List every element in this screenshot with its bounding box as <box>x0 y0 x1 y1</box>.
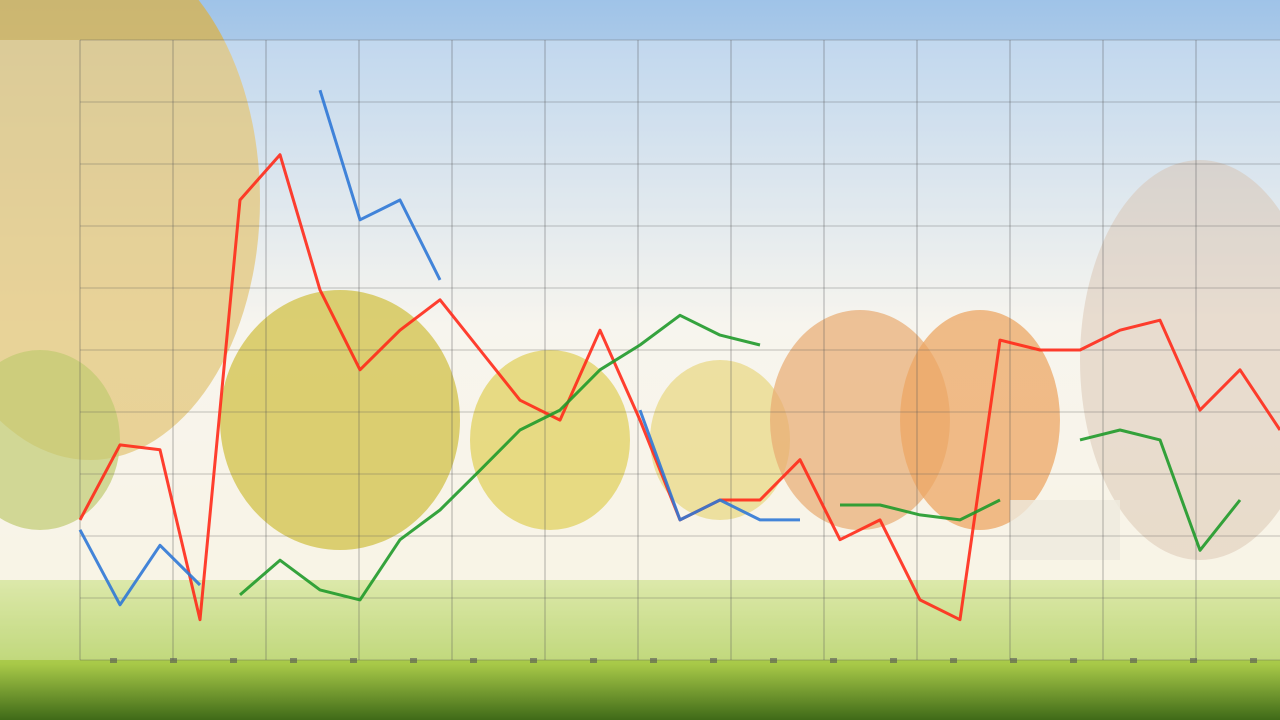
tick-mark <box>590 658 597 663</box>
series-line <box>239 313 1242 602</box>
plot-lines <box>78 89 1280 622</box>
tick-mark <box>470 658 477 663</box>
tick-mark <box>350 658 357 663</box>
series-line <box>78 89 800 607</box>
tick-mark <box>410 658 417 663</box>
tick-mark <box>290 658 297 663</box>
tick-mark <box>770 658 777 663</box>
tick-mark <box>110 658 117 663</box>
tick-mark <box>530 658 537 663</box>
tick-mark <box>950 658 957 663</box>
tick-mark <box>1010 658 1017 663</box>
tick-mark <box>170 658 177 663</box>
tick-mark <box>1070 658 1077 663</box>
tick-mark <box>1190 658 1197 663</box>
tick-mark <box>650 658 657 663</box>
tick-mark <box>1250 658 1257 663</box>
grid <box>79 39 1280 663</box>
tick-mark <box>890 658 897 663</box>
tick-mark <box>1130 658 1137 663</box>
tick-mark <box>230 658 237 663</box>
tick-mark <box>830 658 837 663</box>
tick-mark <box>710 658 717 663</box>
